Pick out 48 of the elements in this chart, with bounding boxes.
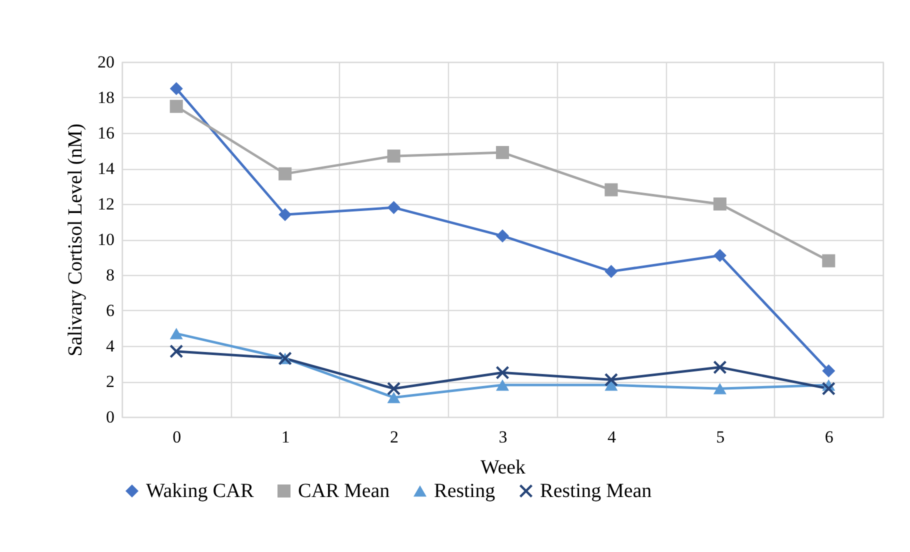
x-tick-label: 1 <box>281 428 290 446</box>
point <box>387 201 400 214</box>
point <box>387 150 400 163</box>
x-tick-label: 2 <box>390 428 399 446</box>
y-axis-title: Salivary Cortisol Level (nM) <box>64 124 86 356</box>
legend-label: Resting Mean <box>540 480 652 502</box>
point <box>713 248 726 262</box>
x-tick-label: 0 <box>172 428 182 446</box>
point <box>278 167 292 180</box>
point <box>387 382 400 396</box>
point <box>278 208 292 222</box>
y-tick-label: 2 <box>106 372 114 391</box>
y-tick-label: 6 <box>106 301 114 320</box>
point <box>496 366 510 380</box>
point <box>604 264 618 278</box>
point <box>822 254 836 268</box>
point <box>604 373 618 386</box>
point <box>822 364 836 378</box>
point <box>496 229 510 242</box>
y-tick-label: 16 <box>98 124 114 142</box>
y-tick-label: 18 <box>98 88 114 107</box>
x-tick-label: 6 <box>824 428 834 446</box>
point <box>387 392 400 404</box>
y-tick-label: 20 <box>98 52 114 72</box>
y-tick-label: 8 <box>106 266 114 284</box>
point <box>170 344 183 358</box>
legend-label: CAR Mean <box>298 480 390 502</box>
legend-label: Waking CAR <box>146 480 254 502</box>
point <box>496 146 510 160</box>
x-tick-label: 5 <box>716 428 725 446</box>
point <box>713 382 726 394</box>
legend-label: Resting <box>434 480 496 502</box>
point <box>604 183 618 196</box>
x-tick-label: 3 <box>498 428 508 446</box>
point <box>170 328 183 340</box>
point <box>822 382 836 396</box>
point <box>496 379 510 391</box>
y-tick-label: 0 <box>106 408 114 426</box>
point <box>170 100 183 113</box>
y-tick-label: 12 <box>98 194 114 214</box>
y-tick-label: 10 <box>98 230 114 249</box>
point <box>713 197 726 211</box>
x-axis-title: Week <box>480 456 526 478</box>
point <box>170 82 183 96</box>
y-tick-label: 4 <box>106 336 115 356</box>
y-tick-label: 14 <box>98 159 115 178</box>
x-tick-label: 4 <box>607 428 616 446</box>
point <box>713 360 726 374</box>
